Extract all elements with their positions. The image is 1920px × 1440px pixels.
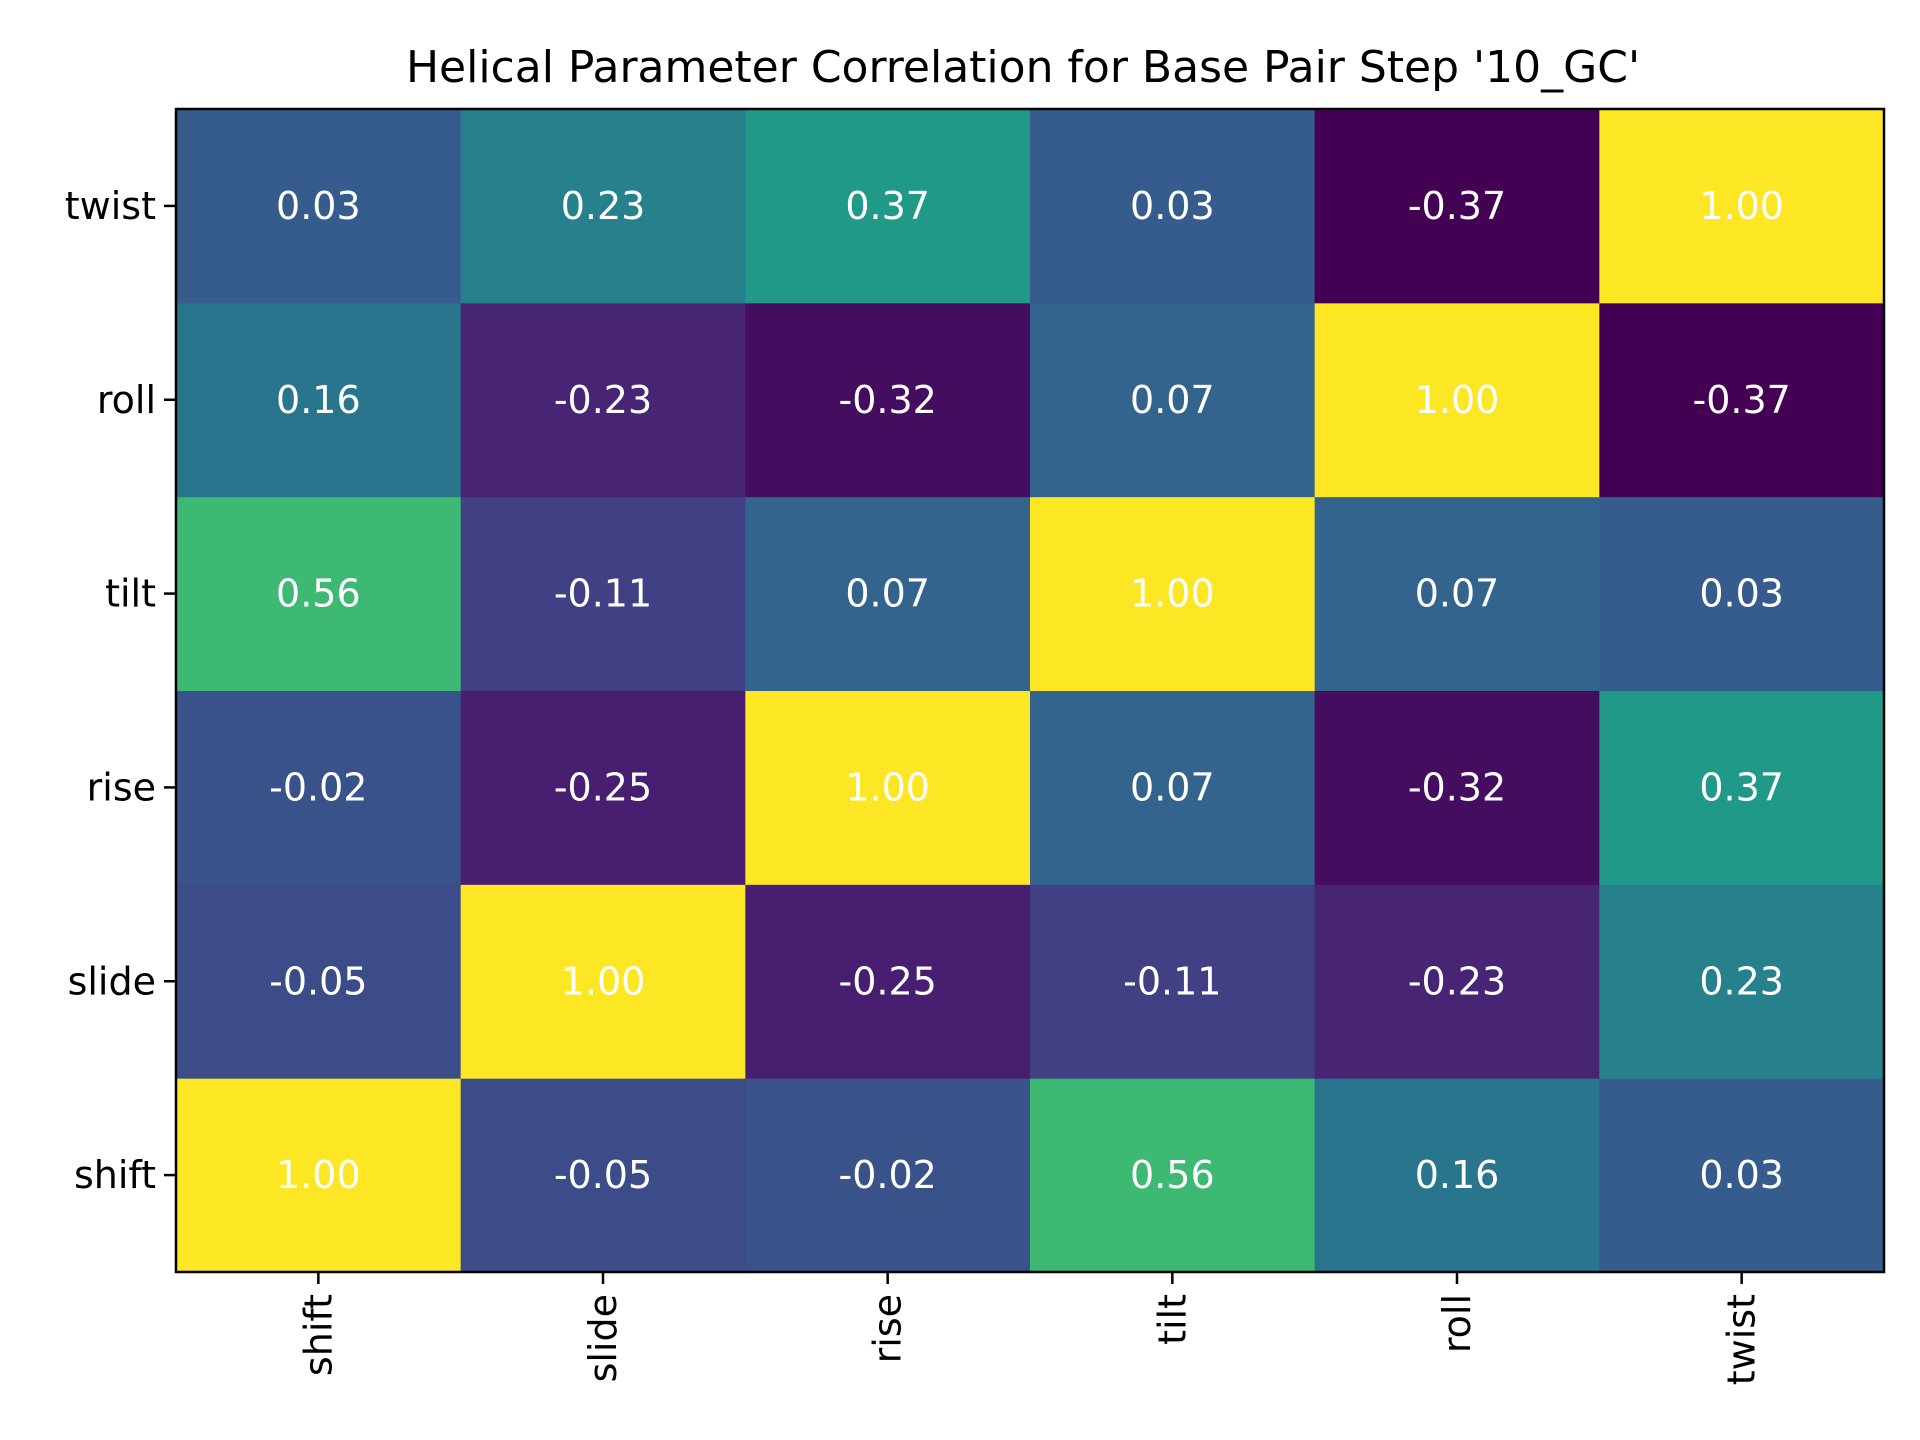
x-tick-label: rise — [866, 1294, 910, 1363]
x-tick-label: slide — [581, 1294, 625, 1382]
heatmap-cell — [176, 690, 462, 885]
heatmap-cell — [745, 1078, 1031, 1273]
heatmap-cell — [1314, 690, 1600, 885]
heatmap-cell — [176, 496, 462, 691]
heatmap-cell — [1599, 1078, 1885, 1273]
x-tick-label: tilt — [1150, 1294, 1194, 1345]
heatmap-cell — [1599, 884, 1885, 1079]
heatmap-cell — [1314, 496, 1600, 691]
cell-value-label: -0.02 — [269, 765, 367, 809]
heatmap-cell — [1314, 884, 1600, 1079]
heatmap-cells — [176, 109, 1885, 1273]
heatmap-cell — [1599, 302, 1885, 498]
heatmap-cell-labels: 1.00 -0.05 -0.02 0.56 0.16 0.03 -0.05 1.00 -0.25… — [269, 184, 1791, 1197]
y-tick-label: slide — [68, 959, 156, 1003]
heatmap-cell — [1599, 109, 1885, 304]
cell-value-label: -0.32 — [839, 378, 937, 422]
cell-value-label: 1.00 — [1415, 378, 1500, 422]
heatmap-cell — [1030, 884, 1316, 1079]
heatmap-cell — [1314, 1078, 1600, 1273]
cell-value-label: 1.00 — [561, 959, 646, 1003]
cell-value-label: -0.37 — [1408, 184, 1506, 228]
heatmap-cell — [1030, 302, 1316, 498]
x-tick-label: roll — [1435, 1294, 1479, 1353]
cell-value-label: 0.07 — [1130, 378, 1215, 422]
heatmap-cell — [460, 302, 746, 498]
cell-value-label: 1.00 — [276, 1153, 361, 1197]
cell-value-label: 0.03 — [1130, 184, 1215, 228]
cell-value-label: 0.56 — [1130, 1153, 1215, 1197]
cell-value-label: -0.11 — [554, 572, 652, 616]
cell-value-label: -0.25 — [554, 765, 652, 809]
heatmap-cell — [176, 109, 462, 304]
cell-value-label: 0.16 — [276, 378, 361, 422]
cell-value-label: 0.03 — [276, 184, 361, 228]
heatmap-cell — [460, 1078, 746, 1273]
chart-title: Helical Parameter Correlation for Base P… — [406, 42, 1640, 93]
y-tick-label: rise — [87, 765, 156, 809]
heatmap-cell — [460, 690, 746, 885]
cell-value-label: 0.03 — [1699, 1153, 1784, 1197]
y-tick-label: shift — [74, 1153, 156, 1197]
heatmap-cell — [460, 109, 746, 304]
cell-value-label: -0.05 — [269, 959, 367, 1003]
cell-value-label: 1.00 — [845, 765, 930, 809]
cell-value-label: -0.02 — [839, 1153, 937, 1197]
heatmap-cell — [1599, 690, 1885, 885]
cell-value-label: 1.00 — [1130, 572, 1215, 616]
cell-value-label: 0.03 — [1699, 572, 1784, 616]
cell-value-label: -0.23 — [1408, 959, 1506, 1003]
heatmap-cell — [1314, 302, 1600, 498]
cell-value-label: 0.23 — [561, 184, 646, 228]
heatmap-cell — [1599, 496, 1885, 691]
cell-value-label: 0.07 — [1415, 572, 1500, 616]
cell-value-label: -0.05 — [554, 1153, 652, 1197]
y-tick-label: roll — [97, 378, 156, 422]
heatmap-cell — [176, 884, 462, 1079]
cell-value-label: -0.11 — [1123, 959, 1221, 1003]
heatmap-cell — [1314, 109, 1600, 304]
y-axis: shift slide rise tilt roll twist — [65, 184, 176, 1197]
heatmap-cell — [1030, 690, 1316, 885]
heatmap-cell — [176, 1078, 462, 1273]
heatmap-cell — [745, 302, 1031, 498]
cell-value-label: 0.56 — [276, 572, 361, 616]
heatmap-cell — [1030, 109, 1316, 304]
cell-value-label: 1.00 — [1699, 184, 1784, 228]
cell-value-label: -0.32 — [1408, 765, 1506, 809]
heatmap-cell — [460, 496, 746, 691]
cell-value-label: 0.07 — [845, 572, 930, 616]
heatmap-cell — [176, 302, 462, 498]
heatmap-cell — [745, 884, 1031, 1079]
x-axis: shift slide rise tilt roll twist — [296, 1272, 1764, 1385]
cell-value-label: 0.37 — [1699, 765, 1784, 809]
y-tick-label: twist — [65, 184, 156, 228]
heatmap-cell — [460, 884, 746, 1079]
cell-value-label: 0.07 — [1130, 765, 1215, 809]
heatmap-cell — [745, 496, 1031, 691]
cell-value-label: 0.16 — [1415, 1153, 1500, 1197]
x-tick-label: twist — [1720, 1294, 1764, 1385]
heatmap-cell — [745, 109, 1031, 304]
heatmap-cell — [1030, 496, 1316, 691]
y-tick-label: tilt — [105, 572, 156, 616]
x-tick-label: shift — [296, 1294, 340, 1376]
cell-value-label: -0.25 — [839, 959, 937, 1003]
cell-value-label: 0.37 — [845, 184, 930, 228]
heatmap-cell — [745, 690, 1031, 885]
heatmap-cell — [1030, 1078, 1316, 1273]
cell-value-label: -0.37 — [1693, 378, 1791, 422]
cell-value-label: 0.23 — [1699, 959, 1784, 1003]
cell-value-label: -0.23 — [554, 378, 652, 422]
plot-frame — [174, 107, 1886, 1274]
